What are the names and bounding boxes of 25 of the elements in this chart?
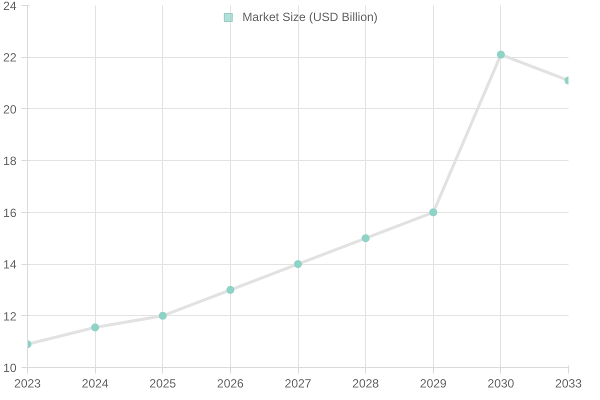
x-tick-label: 2025 xyxy=(149,376,176,390)
y-tick-label: 16 xyxy=(3,206,17,220)
point xyxy=(362,234,370,242)
x-tick-label: 2024 xyxy=(82,376,109,390)
y-tick-label: 12 xyxy=(3,309,17,324)
x-tick-label: 2023 xyxy=(14,376,42,390)
x-tick-label: 2029 xyxy=(420,376,447,390)
y-tick-label: 24 xyxy=(3,0,17,13)
y-tick-label: 22 xyxy=(3,50,17,65)
y-tick-label: 14 xyxy=(3,258,17,272)
point xyxy=(294,260,302,268)
y-tick-label: 20 xyxy=(3,102,17,116)
y-tick-label: 10 xyxy=(3,361,17,375)
point xyxy=(496,50,505,59)
x-tick-label: 2027 xyxy=(284,376,312,390)
point xyxy=(429,208,438,216)
y-tick-label: 18 xyxy=(3,154,17,168)
point xyxy=(91,323,100,332)
point xyxy=(158,312,167,320)
x-tick-label: 2028 xyxy=(352,376,380,390)
legend-label: Market Size (USD Billion) xyxy=(242,10,378,24)
x-tick-label: 2033 xyxy=(555,376,582,390)
x-tick-label: 2030 xyxy=(488,376,515,390)
point xyxy=(226,286,234,294)
x-tick-label: 2026 xyxy=(217,376,244,390)
